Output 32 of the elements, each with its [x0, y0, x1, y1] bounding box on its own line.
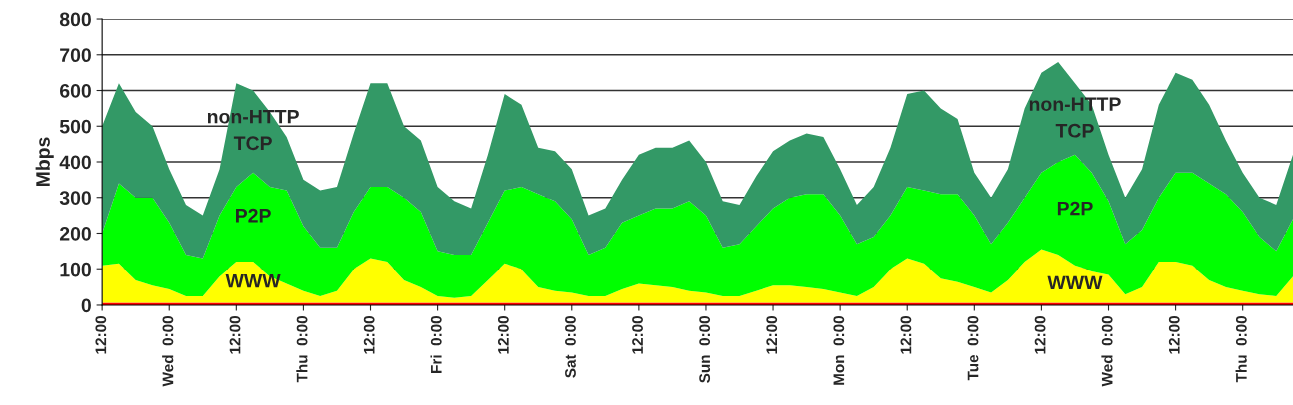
x-tick-label: Thu 0:00: [1235, 316, 1247, 383]
x-tick-label: 12:00: [363, 316, 375, 354]
y-tick-label: 700: [60, 48, 91, 63]
y-axis-title: Mbps: [35, 137, 54, 187]
x-tick-label: Sat 0:00: [565, 316, 576, 378]
x-tick-label: 12:00: [900, 316, 912, 354]
y-tick-label: 500: [59, 119, 91, 134]
y-tick-label: 400: [59, 155, 91, 170]
y-tick-label: 300: [59, 191, 91, 206]
x-tick-label: Wed 0:00: [1101, 316, 1113, 387]
x-tick-label: 12:00: [229, 316, 241, 354]
x-tick-label: 12:00: [1034, 316, 1046, 354]
x-tick-label: 12:00: [95, 316, 107, 354]
x-tick-label: Fri 0:00: [430, 316, 442, 373]
y-tick-label: 0: [81, 298, 91, 313]
x-tick-label: Thu 0:00: [296, 316, 308, 383]
x-tick-label: 12:00: [1168, 316, 1180, 354]
x-tick-label: Mon 0:00: [833, 316, 845, 385]
text: WWW: [1047, 275, 1103, 290]
x-tick-label: Wed 0:00: [162, 316, 174, 387]
x-tick-label: 12:00: [497, 316, 509, 354]
y-tick-label: 100: [60, 262, 91, 277]
series-label: P2P: [236, 208, 271, 223]
y-tick-label: 600: [60, 83, 91, 98]
x-tick-label: 12:00: [766, 316, 778, 354]
x-tick-label: Tue 0:00: [967, 316, 979, 381]
series-label: WWW: [225, 273, 281, 288]
x-tick-label: Sun 0:00: [699, 316, 711, 383]
y-tick-label: 800: [59, 12, 91, 27]
x-tick-label: 12:00: [632, 316, 643, 354]
y-tick-label: 200: [59, 226, 91, 241]
text: P2P: [1057, 201, 1093, 216]
